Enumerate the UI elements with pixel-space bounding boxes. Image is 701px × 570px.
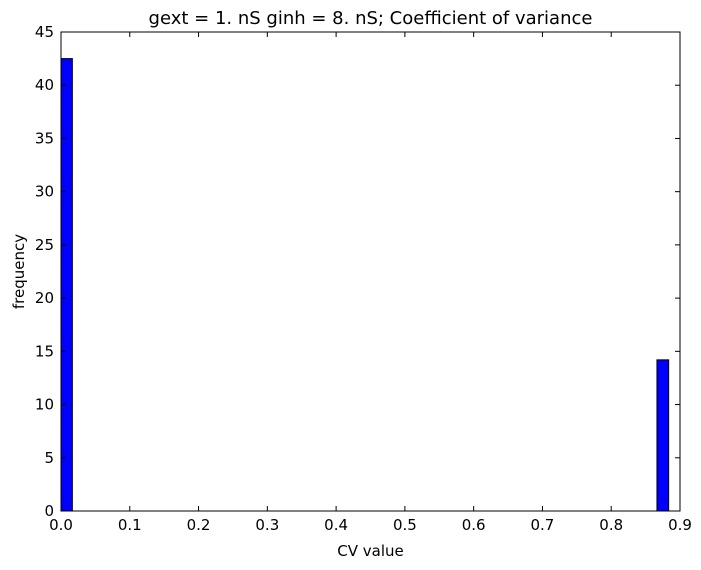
y-tick-label: 15: [35, 342, 54, 360]
x-tick-label: 0.2: [187, 516, 211, 534]
y-tick-label: 10: [35, 396, 54, 414]
plot-frame: [60, 31, 681, 512]
y-tick-label: 20: [35, 289, 54, 307]
x-tick-label: 0.1: [118, 516, 142, 534]
x-tick-label: 0.7: [531, 516, 555, 534]
chart-title: gext = 1. nS ginh = 8. nS; Coefficient o…: [149, 8, 593, 29]
bars-group: [60, 58, 670, 512]
y-tick-label: 35: [35, 129, 54, 147]
x-tick-label: 0.8: [599, 516, 623, 534]
x-tick-label: 0.9: [668, 516, 692, 534]
y-tick-label: 25: [35, 236, 54, 254]
x-tick-label: 0.6: [462, 516, 486, 534]
x-tick-label: 0.0: [49, 516, 73, 534]
y-tick-label: 30: [35, 183, 54, 201]
y-tick-label: 40: [35, 76, 54, 94]
y-axis-title: frequency: [10, 234, 28, 309]
ticks-group: 0.0 0.1 0.2 0.3 0.4 0.5 0.6 0.7 0.8 0.9 0 5 10 15 20 25…: [35, 23, 692, 534]
x-axis-title: CV value: [337, 542, 403, 560]
histogram-bar-2: [656, 359, 670, 512]
x-tick-label: 0.3: [255, 516, 279, 534]
x-tick-label: 0.4: [324, 516, 348, 534]
histogram-bar-1: [60, 58, 73, 512]
y-tick-label: 5: [44, 449, 54, 467]
x-tick-label: 0.5: [393, 516, 417, 534]
y-tick-label: 45: [35, 23, 54, 41]
y-tick-label: 0: [44, 502, 54, 520]
